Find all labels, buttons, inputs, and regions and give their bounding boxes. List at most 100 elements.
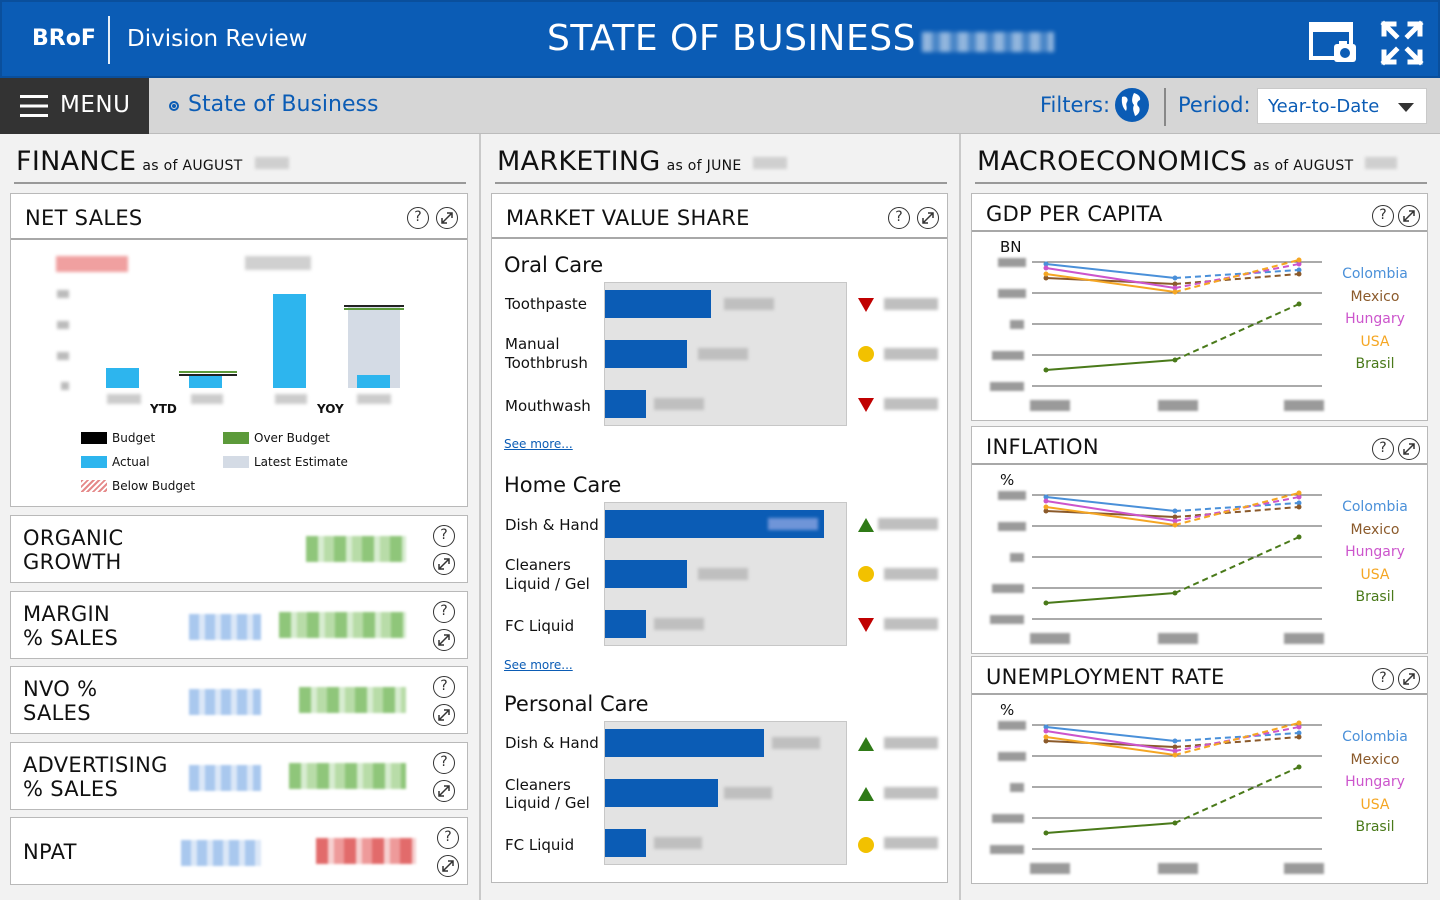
gdp-per-capita-card: GDP PER CAPITA? BN Colombia Mexico Hungary US… [971, 193, 1428, 421]
help-icon[interactable]: ? [1372, 668, 1394, 690]
line-mexico-forecast[interactable] [1174, 736, 1300, 748]
expand-icon[interactable] [433, 704, 455, 726]
redacted-value [299, 687, 406, 713]
help-icon[interactable]: ? [433, 752, 455, 774]
line-usa[interactable] [1045, 273, 1176, 293]
help-icon[interactable]: ? [433, 525, 455, 547]
line-brasil-forecast[interactable] [1174, 536, 1300, 594]
yoy-actual-inner-bar[interactable] [357, 375, 390, 388]
ytd-budget-bar[interactable] [189, 376, 222, 388]
macro-as-of: as of AUGUST [1253, 158, 1354, 174]
line-brasil[interactable] [1045, 359, 1176, 371]
line-colombia-forecast[interactable] [1174, 269, 1300, 279]
share-bar[interactable] [605, 290, 711, 318]
help-icon[interactable]: ? [888, 207, 910, 229]
card-rule [972, 230, 1427, 232]
redacted-value [189, 765, 261, 791]
legend-colombia: Colombia [1342, 266, 1408, 282]
line-brasil[interactable] [1045, 592, 1176, 604]
expand-icon[interactable] [433, 553, 455, 575]
fullscreen-icon[interactable] [1380, 20, 1424, 66]
finance-column: FINANCE as of AUGUST NET SALES ? [10, 134, 468, 900]
line-colombia-forecast[interactable] [1174, 502, 1300, 512]
organic-growth-card[interactable]: ORGANIC GROWTH ? [10, 515, 468, 583]
line-brasil-forecast[interactable] [1174, 303, 1300, 361]
line-brasil-forecast[interactable] [1174, 766, 1300, 824]
line-usa[interactable] [1045, 736, 1176, 756]
brand-logo[interactable]: BRoF [32, 26, 96, 51]
expand-icon[interactable] [1398, 668, 1420, 690]
screenshot-icon[interactable] [1308, 20, 1358, 66]
yoy-actual-bar[interactable] [273, 294, 306, 388]
see-more-link[interactable]: See more... [504, 437, 573, 451]
line-hungary[interactable] [1045, 730, 1176, 752]
line-usa-forecast[interactable] [1174, 259, 1300, 293]
margin-sales-card[interactable]: MARGIN % SALES ? [10, 591, 468, 659]
advertising-sales-card[interactable]: ADVERTISING % SALES ? [10, 742, 468, 810]
line-mexico-forecast[interactable] [1174, 506, 1300, 518]
expand-icon[interactable] [1398, 205, 1420, 227]
net-sales-card: NET SALES ? [10, 193, 468, 507]
line-brasil[interactable] [1045, 822, 1176, 834]
help-icon[interactable]: ? [1372, 205, 1394, 227]
line-colombia-forecast[interactable] [1174, 732, 1300, 742]
share-bar[interactable] [605, 610, 646, 638]
share-bar[interactable] [605, 729, 764, 757]
expand-icon[interactable] [917, 207, 939, 229]
trend-down-icon [858, 398, 874, 412]
share-bar[interactable] [605, 340, 687, 368]
share-bar[interactable] [605, 829, 646, 857]
data-points [1043, 720, 1302, 836]
macro-card-title: UNEMPLOYMENT RATE [986, 665, 1225, 689]
help-icon[interactable]: ? [433, 601, 455, 623]
line-mexico[interactable] [1045, 740, 1176, 748]
yoy-estimate-bar[interactable] [348, 306, 400, 388]
help-icon[interactable]: ? [1372, 438, 1394, 460]
menu-button[interactable]: MENU [0, 78, 149, 134]
legend-brasil: Brasil [1355, 589, 1395, 605]
share-bar[interactable] [605, 390, 646, 418]
help-icon[interactable]: ? [437, 827, 459, 849]
help-icon[interactable]: ? [407, 207, 429, 229]
ytd-actual-bar[interactable] [106, 368, 139, 388]
legend-mexico: Mexico [1350, 521, 1400, 538]
line-mexico[interactable] [1045, 277, 1176, 285]
line-colombia[interactable] [1045, 263, 1176, 279]
redacted-value [316, 838, 416, 864]
line-usa[interactable] [1045, 506, 1176, 526]
redacted-year [1365, 156, 1398, 169]
npat-card[interactable]: NPAT ? [10, 817, 468, 885]
line-usa-forecast[interactable] [1174, 492, 1300, 526]
help-glyph: ? [440, 754, 448, 770]
nvo-sales-card[interactable]: NVO % SALES ? [10, 666, 468, 734]
expand-icon[interactable] [437, 855, 459, 877]
division-title: Division Review [127, 26, 308, 52]
expand-icon[interactable] [1398, 438, 1420, 460]
breadcrumb[interactable]: State of Business [188, 92, 379, 117]
redacted-axis-values [990, 721, 1324, 874]
line-hungary[interactable] [1045, 267, 1176, 289]
see-more-link[interactable]: See more... [504, 658, 573, 672]
redacted-axis-values [990, 491, 1324, 644]
macro-title: MACROECONOMICS as of AUGUST [977, 146, 1398, 177]
help-icon[interactable]: ? [433, 676, 455, 698]
period-select[interactable]: Year-to-Date [1257, 88, 1427, 124]
metric-title-line2: SALES [23, 701, 91, 725]
line-hungary[interactable] [1045, 500, 1176, 522]
metric-title-line1: NVO % [23, 677, 98, 701]
expand-icon[interactable] [433, 780, 455, 802]
trend-flat-icon [858, 566, 874, 582]
line-colombia[interactable] [1045, 496, 1176, 512]
redacted-year [254, 156, 289, 169]
expand-icon[interactable] [436, 207, 458, 229]
share-bar[interactable] [605, 560, 687, 588]
globe-icon[interactable] [1114, 87, 1150, 123]
redacted-value [181, 840, 261, 866]
line-mexico[interactable] [1045, 510, 1176, 518]
line-colombia[interactable] [1045, 726, 1176, 742]
line-usa-forecast[interactable] [1174, 722, 1300, 756]
line-mexico-forecast[interactable] [1174, 273, 1300, 285]
metric-title-line1: ADVERTISING [23, 753, 168, 777]
share-bar[interactable] [605, 779, 718, 807]
expand-icon[interactable] [433, 629, 455, 651]
